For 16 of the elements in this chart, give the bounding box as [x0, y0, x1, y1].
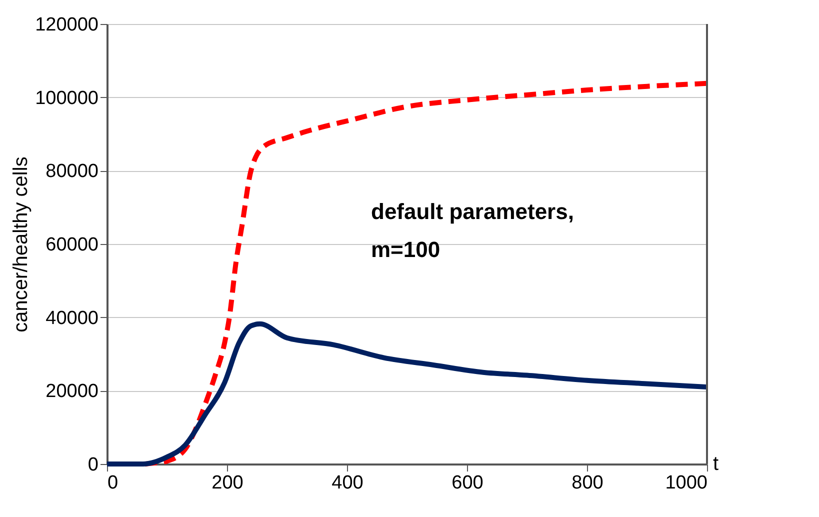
x-tick-label: 0 — [108, 472, 118, 494]
annotation: default parameters, m=100 — [371, 199, 574, 262]
x-tick-label: 1000 — [665, 472, 708, 494]
x-tick-label: 800 — [572, 472, 604, 494]
x-axis-title: t — [713, 453, 719, 475]
y-tick-label: 120000 — [35, 14, 98, 36]
x-tick-label: 400 — [332, 472, 364, 494]
y-tick-label: 100000 — [35, 88, 98, 109]
y-tick-label: 60000 — [46, 234, 98, 256]
y-tick-label: 40000 — [46, 308, 98, 329]
y-axis-title: cancer/healthy cells — [10, 156, 32, 332]
y-tick-label: 0 — [88, 454, 98, 476]
y-tick-label: 20000 — [46, 381, 98, 402]
y-tick-label: 80000 — [46, 161, 98, 182]
x-tick-label: 600 — [452, 472, 484, 494]
x-tick-label: 200 — [212, 472, 244, 494]
